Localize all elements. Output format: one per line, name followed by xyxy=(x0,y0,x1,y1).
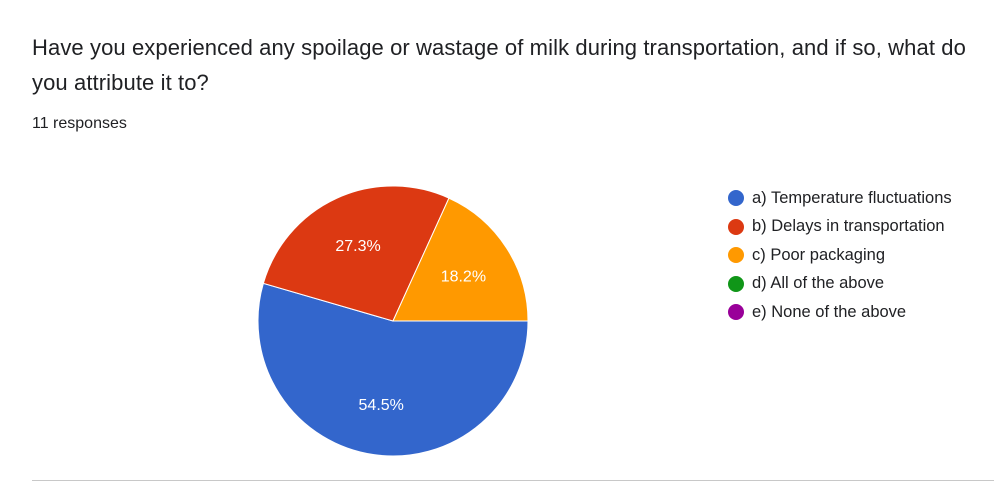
legend-swatch xyxy=(728,275,744,292)
legend-item[interactable]: b) Delays in transportation xyxy=(728,213,952,242)
pie-slice[interactable] xyxy=(392,197,529,322)
legend-label: c) Poor packaging xyxy=(752,245,885,264)
legend-item[interactable]: e) None of the above xyxy=(728,298,952,327)
legend-label: e) None of the above xyxy=(752,302,907,321)
pie-slice-label: 54.5% xyxy=(359,397,404,414)
pie-slice-label: 27.3% xyxy=(335,238,380,255)
legend-label: b) Delays in transportation xyxy=(752,217,945,236)
response-count: 11 responses xyxy=(32,115,127,132)
card-divider xyxy=(32,480,994,481)
legend-swatch xyxy=(728,247,744,264)
legend-item[interactable]: d) All of the above xyxy=(728,270,952,299)
legend-label: a) Temperature fluctuations xyxy=(752,188,952,207)
question-title: Have you experienced any spoilage or was… xyxy=(32,35,966,95)
pie-slice[interactable] xyxy=(262,185,450,322)
pie-slice-label: 18.2% xyxy=(441,269,486,286)
legend-item[interactable]: a) Temperature fluctuations xyxy=(728,184,952,213)
legend-swatch xyxy=(728,304,744,321)
legend-swatch xyxy=(728,190,744,207)
legend-label: d) All of the above xyxy=(752,274,885,293)
chart-legend: a) Temperature fluctuations b) Delays in … xyxy=(728,184,952,327)
legend-item[interactable]: c) Poor packaging xyxy=(728,241,952,270)
legend-swatch xyxy=(728,218,744,235)
pie-slice[interactable] xyxy=(257,282,529,457)
